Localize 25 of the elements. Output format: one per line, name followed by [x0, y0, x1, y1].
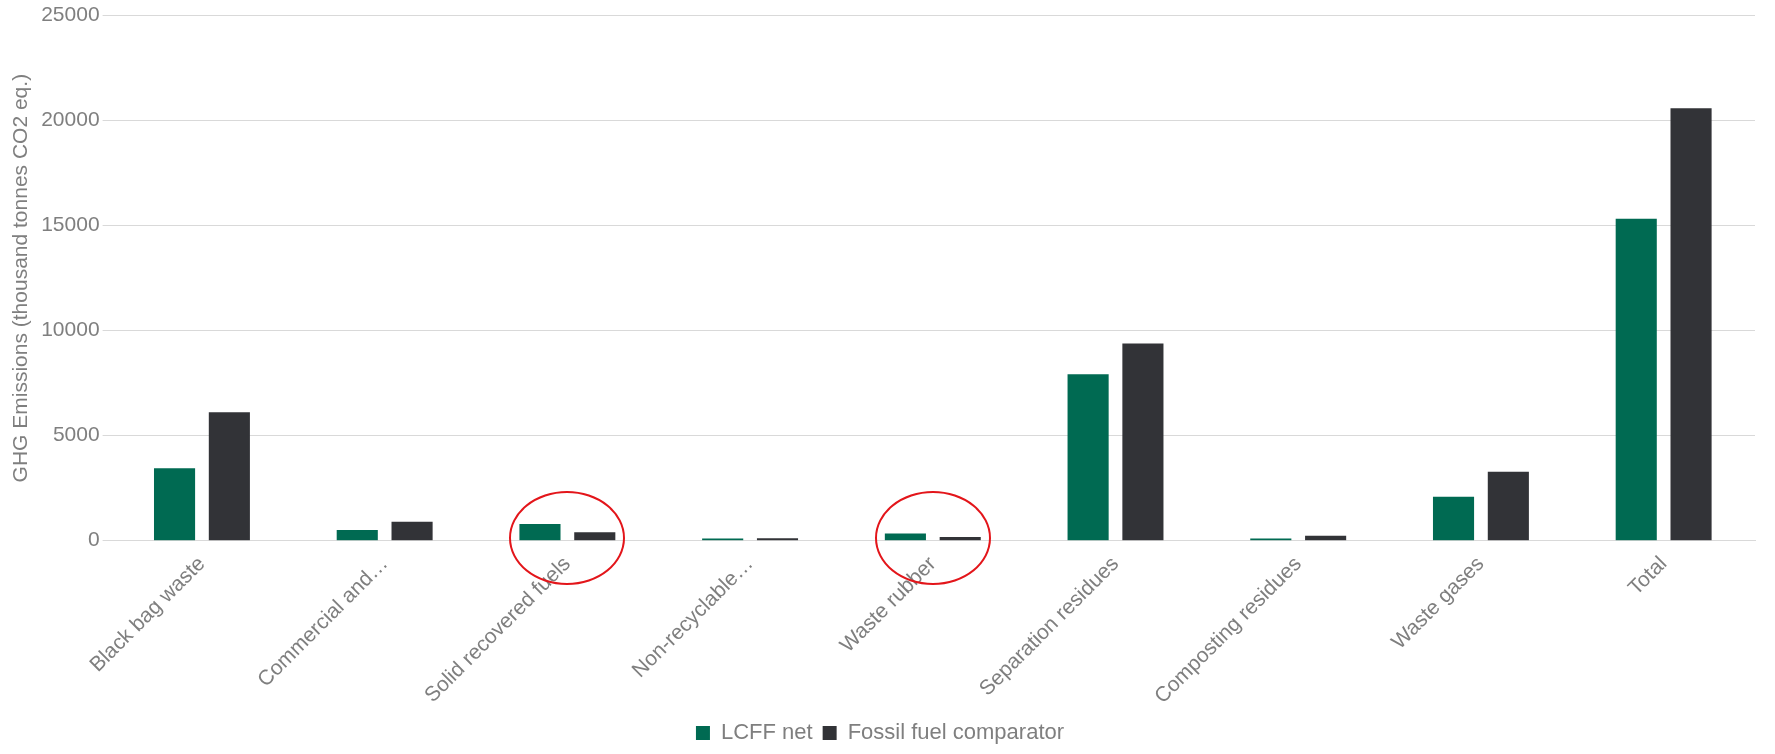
- legend-label: LCFF net: [720, 719, 813, 745]
- y-tick-label: 25000: [41, 2, 100, 26]
- bar: [391, 521, 433, 541]
- bar: [153, 468, 196, 541]
- y-tick-label: 20000: [41, 107, 100, 131]
- bar: [519, 524, 561, 541]
- y-tick-label: 15000: [41, 212, 100, 236]
- bar: [884, 533, 926, 541]
- bar: [574, 532, 616, 541]
- bar: [1432, 496, 1475, 541]
- bar: [1670, 108, 1712, 541]
- bar: [1487, 471, 1529, 541]
- y-axis-title: GHG Emissions (thousand tonnes CO2 eq.): [8, 73, 32, 483]
- bar: [1305, 535, 1347, 541]
- bar: [939, 537, 981, 541]
- bar: [1615, 218, 1657, 541]
- y-tick-label: 0: [87, 527, 100, 551]
- y-tick-label: 5000: [52, 422, 100, 446]
- bar: [336, 529, 378, 541]
- y-tick-label: 10000: [41, 317, 100, 341]
- legend-label: Fossil fuel comparator: [847, 719, 1065, 745]
- bar: [208, 412, 250, 541]
- bar: [1122, 343, 1164, 541]
- bar: [756, 538, 799, 541]
- bar: [1067, 374, 1109, 541]
